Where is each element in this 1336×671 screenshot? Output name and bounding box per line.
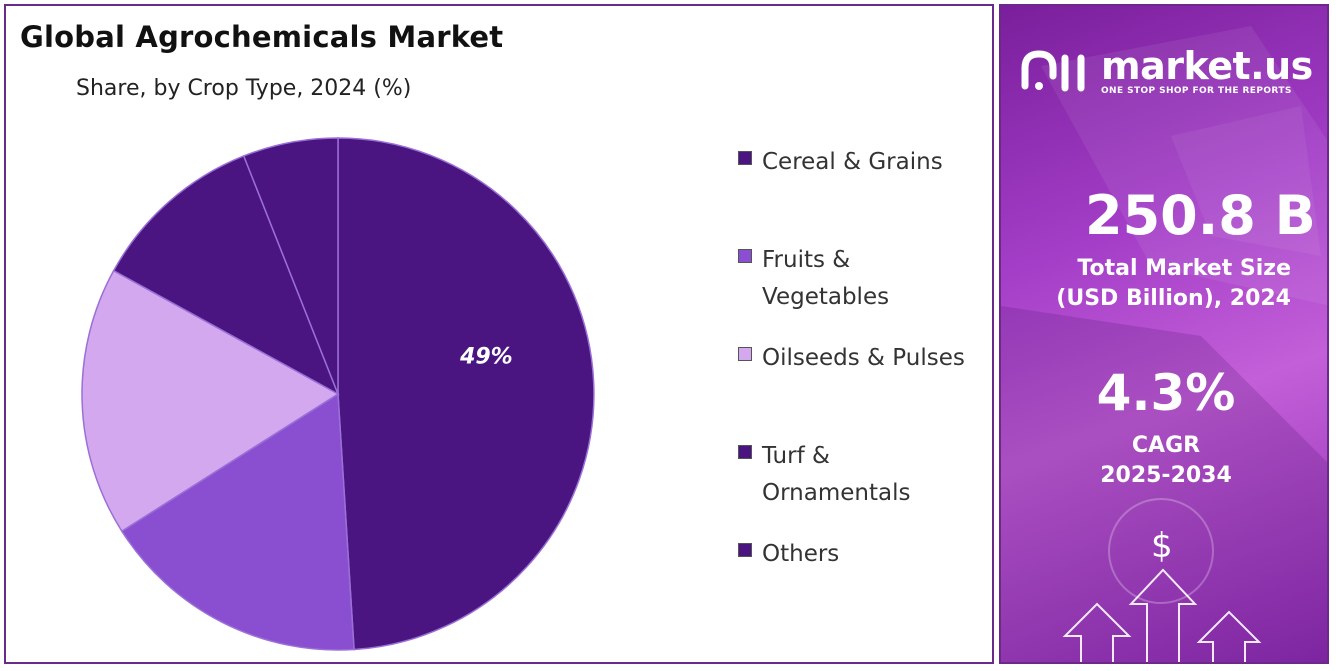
chart-panel: Global Agrochemicals Market Share, by Cr… [4,4,994,664]
legend-label: Others [762,541,840,567]
market-size-label-line1: Total Market Size [1077,256,1291,281]
market-size-label-line2: (USD Billion), 2024 [1056,286,1291,311]
brand-tagline: ONE STOP SHOP FOR THE REPORTS [1101,86,1292,96]
pie-slice-turf-ornamentals [112,155,340,396]
summary-panel: market.us ONE STOP SHOP FOR THE REPORTS … [999,4,1329,664]
legend-label: Fruits & Vegetables [762,247,890,310]
dollar-icon: $ [1151,526,1173,566]
pie-slice-fruits-vegetables [120,392,355,651]
cagr-label-line1: CAGR [1131,433,1201,458]
pie-chart: 49% [81,137,595,651]
market-us-logo-icon [1021,50,1085,92]
cagr-value: 4.3% [1096,364,1236,422]
legend-swatch [738,151,752,165]
legend-swatch [738,543,752,557]
growth-arrows-icon [1062,568,1262,662]
pie-slice-cereal-grains [337,137,595,651]
pie-data-label: 49% [459,344,513,369]
cagr-label-line2: 2025-2034 [1100,463,1232,488]
cagr-label: CAGR 2025-2034 [1001,431,1327,491]
chart-subtitle: Share, by Crop Type, 2024 (%) [76,76,412,101]
legend-label: Cereal & Grains [762,149,943,175]
background-decor [1001,26,1327,662]
legend-swatch [738,347,752,361]
chart-legend: Cereal & Grains Fruits & Vegetables Oilseed… [736,6,991,666]
pie-slice-others [242,137,339,395]
brand-name: market.us [1101,44,1313,88]
legend-swatch [738,249,752,263]
pie-slice-oilseeds-pulses [81,269,340,533]
legend-swatch [738,445,752,459]
chart-title: Global Agrochemicals Market [20,20,504,54]
market-size-value: 250.8 B [1085,184,1316,247]
legend-label: Oilseeds & Pulses [762,345,965,371]
legend-label: Turf & Ornamentals [762,443,911,506]
market-size-label: Total Market Size (USD Billion), 2024 [1021,254,1291,314]
